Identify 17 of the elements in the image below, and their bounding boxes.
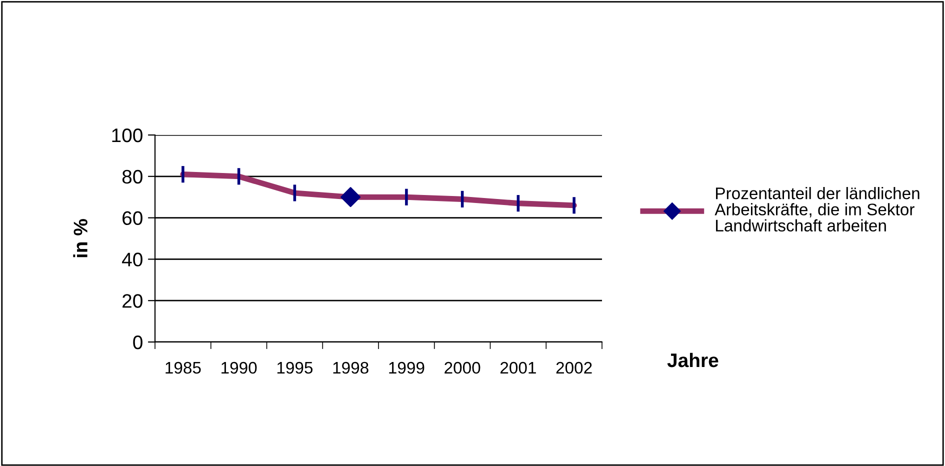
y-tick-label: 100: [112, 128, 142, 142]
x-tick-label: 1990: [222, 362, 257, 374]
y-tick-label: 20: [122, 294, 142, 308]
y-tick-label: 40: [122, 252, 142, 266]
x-tick-label: 2001: [500, 362, 536, 374]
x-tick-label: 1995: [277, 362, 313, 374]
y-axis-title: in %: [73, 219, 88, 258]
y-tick-label: 0: [133, 335, 142, 350]
x-axis-title: Jahre: [667, 352, 718, 368]
x-tick-label: 1999: [389, 362, 424, 374]
y-tick-label: 80: [122, 170, 142, 184]
y-tick-label: 60: [122, 211, 142, 226]
x-tick-label: 1985: [166, 362, 201, 374]
legend-label: Prozentanteil der ländlichen Arbeitskräfte, die im Sektor Landwirtschaft arbeiten: [714, 187, 920, 232]
x-tick-label: 1998: [333, 362, 368, 374]
x-tick-label: 2000: [444, 362, 480, 374]
x-tick-label: 2002: [556, 362, 592, 374]
